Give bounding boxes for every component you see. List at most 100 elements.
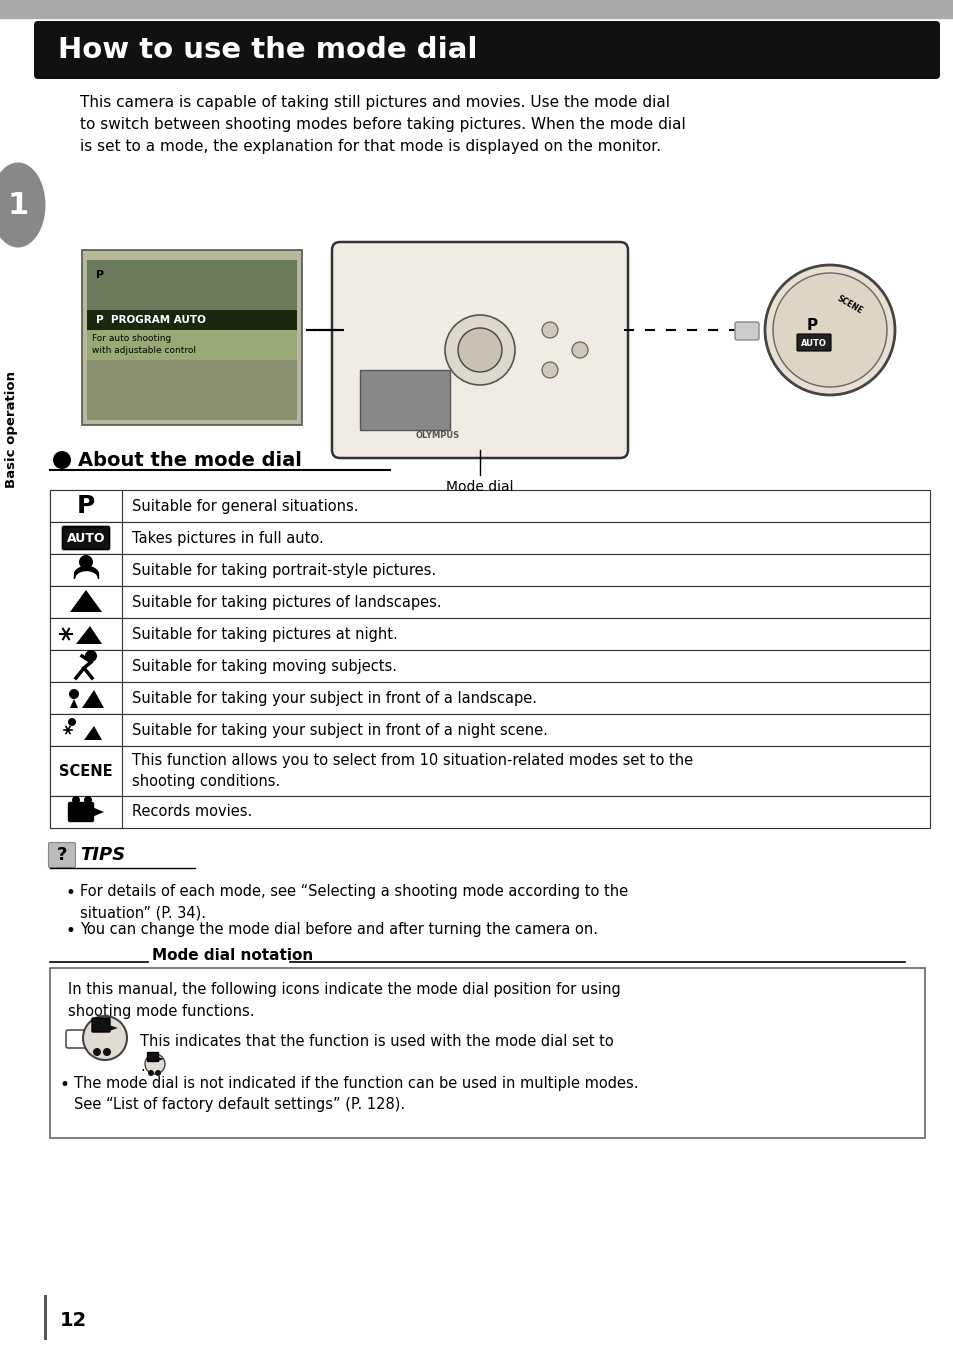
FancyBboxPatch shape [49,843,75,867]
Text: Suitable for taking pictures at night.: Suitable for taking pictures at night. [132,627,397,642]
Text: You can change the mode dial before and after turning the camera on.: You can change the mode dial before and … [80,921,598,936]
Bar [87,330,296,360]
Ellipse shape [0,163,46,247]
Bar [50,797,122,828]
Text: •: • [66,921,76,940]
Text: Suitable for taking portrait-style pictures.: Suitable for taking portrait-style pictu… [132,563,436,578]
Circle shape [444,315,515,385]
Polygon shape [91,807,104,817]
Polygon shape [109,1025,118,1031]
FancyBboxPatch shape [66,1030,88,1048]
Polygon shape [70,699,78,708]
Text: Suitable for taking your subject in front of a night scene.: Suitable for taking your subject in fron… [132,722,547,737]
Bar [50,683,122,714]
Bar [50,554,929,586]
Circle shape [148,1071,153,1076]
Text: About the mode dial: About the mode dial [78,451,301,470]
Circle shape [71,797,80,803]
Circle shape [84,797,91,803]
Bar [87,261,296,421]
Text: For auto shooting
with adjustable control: For auto shooting with adjustable contro… [91,334,195,354]
Bar [50,746,122,797]
Polygon shape [76,626,102,645]
Circle shape [69,689,79,699]
Text: .: . [140,1058,145,1073]
Circle shape [541,362,558,379]
Polygon shape [70,590,102,612]
Text: 12: 12 [60,1311,87,1330]
FancyBboxPatch shape [796,334,830,351]
Bar [50,683,929,714]
Text: Mode dial: Mode dial [446,480,514,494]
Text: Suitable for taking pictures of landscapes.: Suitable for taking pictures of landscap… [132,594,441,609]
Text: Mode dial notation: Mode dial notation [152,949,313,963]
Text: Suitable for general situations.: Suitable for general situations. [132,498,358,513]
Bar [44,1295,47,1339]
Bar [50,650,929,683]
Text: How to use the mode dial: How to use the mode dial [58,37,477,64]
Text: Basic operation: Basic operation [6,372,18,489]
Text: Suitable for taking your subject in front of a landscape.: Suitable for taking your subject in fron… [132,691,537,706]
Text: This indicates that the function is used with the mode dial set to: This indicates that the function is used… [140,1034,613,1049]
Text: Takes pictures in full auto.: Takes pictures in full auto. [132,531,323,546]
Text: AUTO: AUTO [67,532,105,544]
Circle shape [764,265,894,395]
Polygon shape [82,689,104,708]
Bar [50,617,929,650]
Text: SCENE: SCENE [59,764,112,779]
Bar [50,554,122,586]
FancyBboxPatch shape [34,20,939,79]
Circle shape [572,342,587,358]
Text: OLYMPUS: OLYMPUS [416,430,459,440]
Bar [50,586,929,617]
Bar [359,370,450,430]
Text: In this manual, the following icons indicate the mode dial position for using
sh: In this manual, the following icons indi… [68,982,620,1019]
Bar [87,309,296,330]
Text: TIPS: TIPS [80,845,125,864]
Bar [50,586,122,617]
FancyBboxPatch shape [69,802,93,821]
Circle shape [85,650,97,662]
Text: AUTO: AUTO [801,338,826,347]
Bar [87,347,296,421]
Text: Suitable for taking moving subjects.: Suitable for taking moving subjects. [132,658,396,673]
FancyBboxPatch shape [332,242,627,459]
FancyBboxPatch shape [734,322,759,341]
Circle shape [541,322,558,338]
Text: P: P [77,494,95,518]
Text: For details of each mode, see “Selecting a shooting mode according to the
situat: For details of each mode, see “Selecting… [80,883,627,920]
Circle shape [68,718,76,726]
Text: P: P [805,318,817,332]
Polygon shape [158,1057,164,1061]
Text: P: P [96,270,104,280]
Circle shape [145,1054,165,1073]
Bar [50,522,122,554]
FancyBboxPatch shape [63,527,110,550]
Text: SCENE: SCENE [835,294,863,316]
Bar [50,650,122,683]
Circle shape [103,1048,111,1056]
Circle shape [92,1048,101,1056]
Text: Records movies.: Records movies. [132,805,252,820]
Text: This function allows you to select from 10 situation-related modes set to the
sh: This function allows you to select from … [132,753,693,788]
Circle shape [79,555,92,569]
Bar [50,968,924,1139]
Bar [50,746,929,797]
Bar [50,522,929,554]
Text: •: • [60,1076,70,1094]
FancyBboxPatch shape [148,1053,158,1061]
Text: The mode dial is not indicated if the function can be used in multiple modes.
Se: The mode dial is not indicated if the fu… [74,1076,638,1111]
Bar [50,617,122,650]
Circle shape [83,1016,127,1060]
Bar [50,490,929,522]
Bar [0,0,953,18]
Circle shape [772,273,886,387]
Text: P  PROGRAM AUTO: P PROGRAM AUTO [96,315,206,324]
Text: This camera is capable of taking still pictures and movies. Use the mode dial
to: This camera is capable of taking still p… [80,95,685,155]
Text: •: • [66,883,76,902]
Polygon shape [84,726,102,740]
Text: 1: 1 [8,190,29,220]
Bar [82,250,302,425]
Bar [50,797,929,828]
Bar [50,490,122,522]
